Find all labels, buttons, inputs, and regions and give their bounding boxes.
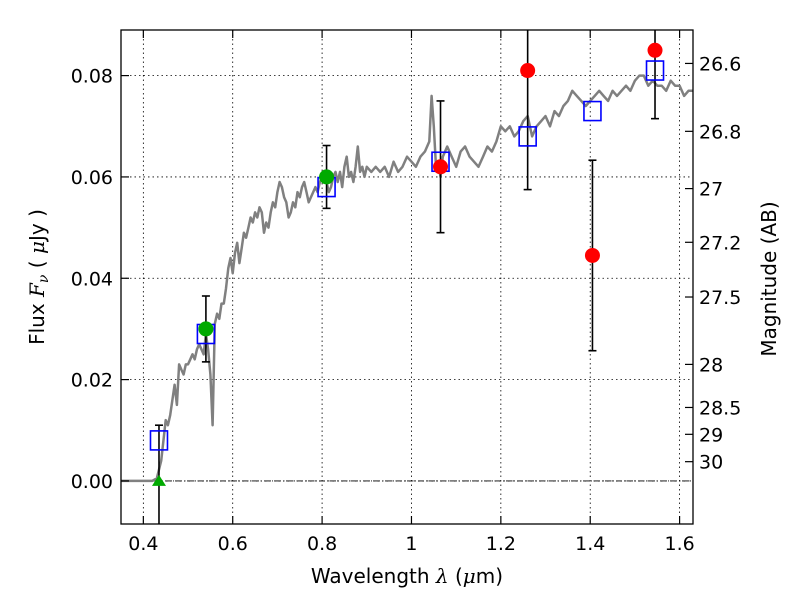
right-tick-label: 26.6	[699, 53, 741, 75]
right-tick-label: 26.8	[699, 121, 741, 143]
right-tick-label: 28.5	[699, 397, 741, 419]
square-marker	[149, 430, 169, 451]
circle-marker	[433, 159, 449, 175]
right-axis-title: Magnitude (AB)	[757, 201, 781, 356]
right-tick-label: 27.2	[699, 232, 741, 254]
y-tick-label: 0.00	[71, 471, 113, 493]
circle-marker	[198, 321, 214, 337]
circle-marker	[647, 42, 663, 58]
square-marker	[518, 126, 537, 147]
y-axis-title: Flux Fν ( μJy )	[25, 209, 52, 345]
grid	[121, 30, 693, 524]
circle-marker	[584, 247, 600, 263]
y-tick-label: 0.04	[71, 268, 113, 290]
y-tick-label: 0.08	[71, 66, 113, 88]
x-tick-label: 1.2	[486, 533, 516, 555]
x-tick-label: 0.8	[307, 533, 337, 555]
x-tick-label: 1.6	[664, 533, 694, 555]
y-tick-label: 0.02	[71, 370, 113, 392]
circle-marker	[520, 63, 536, 79]
x-tick-label: 0.4	[128, 533, 158, 555]
x-tick-label: 1	[405, 533, 417, 555]
plot-frame	[120, 29, 694, 525]
x-tick-label: 1.4	[575, 533, 605, 555]
x-tick-label: 0.6	[218, 533, 248, 555]
right-tick-label: 29	[699, 424, 723, 446]
right-tick-label: 30	[699, 452, 723, 474]
square-marker	[645, 60, 665, 81]
triangle-marker	[151, 474, 166, 486]
model-spectrum	[121, 74, 693, 483]
right-tick-label: 27	[699, 179, 723, 201]
data-points	[149, 30, 665, 524]
right-tick-label: 27.5	[699, 287, 741, 309]
x-axis-title: Wavelength λ (μm)	[311, 564, 503, 588]
square-marker	[583, 100, 602, 122]
spectrum-line	[121, 74, 693, 483]
circle-marker	[319, 169, 335, 185]
y-tick-label: 0.06	[71, 167, 113, 189]
right-tick-label: 28	[699, 354, 723, 376]
ticks: 0.4 0.6 0.8 1 1.2 1.4 1.6 0.00 0.02 0.04 0.06 0.08 2…	[71, 30, 741, 555]
